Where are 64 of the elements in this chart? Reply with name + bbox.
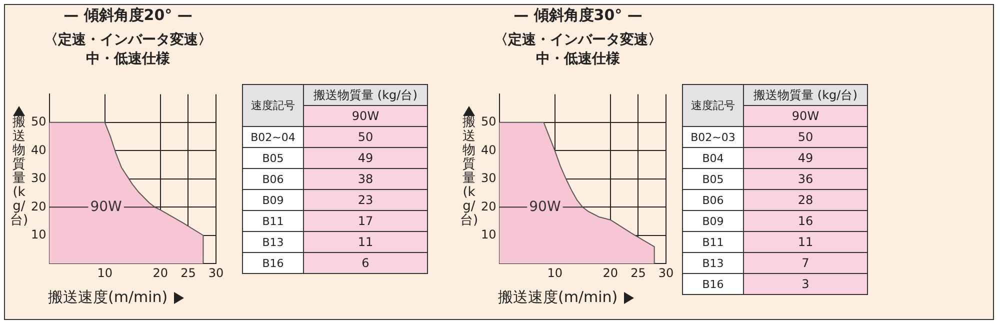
category-label: B16 bbox=[242, 252, 304, 274]
text: 速度記号 bbox=[242, 84, 304, 126]
chart-title: — 傾斜角度30° — bbox=[512, 6, 644, 25]
series-label: 90W bbox=[304, 106, 428, 126]
data-label: 3 bbox=[744, 274, 868, 294]
category-label: B05 bbox=[242, 148, 304, 168]
y-tick-label: 20 bbox=[30, 199, 46, 214]
category-label: B11 bbox=[242, 210, 304, 232]
data-label: 6 bbox=[304, 252, 428, 274]
text: 搬送物質量 (kg/台) bbox=[744, 84, 868, 106]
y-tick-label: 50 bbox=[480, 114, 496, 129]
text: 速度記号 bbox=[682, 84, 744, 126]
series-label: 90W bbox=[744, 106, 868, 126]
annotation: 90W bbox=[529, 198, 561, 215]
data-label: 7 bbox=[744, 252, 868, 274]
x-axis-title: 搬送速度(m/min) bbox=[498, 288, 618, 307]
chart-subtitle: 〈定速・インバータ変速〉中・低速仕様 bbox=[494, 31, 662, 69]
category-label: B06 bbox=[682, 190, 744, 210]
category-label: B11 bbox=[682, 232, 744, 252]
category-label: B09 bbox=[682, 210, 744, 232]
category-label: B06 bbox=[242, 168, 304, 190]
data-label: 11 bbox=[304, 232, 428, 252]
y-axis-title: 搬送物質量(kg/台) bbox=[10, 115, 28, 228]
category-label: B09 bbox=[242, 190, 304, 210]
y-tick-label: 20 bbox=[480, 199, 496, 214]
y-tick-label: 40 bbox=[30, 142, 46, 157]
chart-subtitle: 〈定速・インバータ変速〉中・低速仕様 bbox=[44, 31, 212, 69]
y-tick-label: 50 bbox=[30, 114, 46, 129]
data-label: 17 bbox=[304, 210, 428, 232]
category-label: B02~03 bbox=[682, 126, 744, 148]
data-label: 28 bbox=[744, 190, 868, 210]
y-tick-label: 10 bbox=[480, 227, 496, 242]
x-tick-label: 25 bbox=[180, 266, 196, 280]
annotation: 90W bbox=[90, 198, 122, 215]
data-label: 23 bbox=[304, 190, 428, 210]
x-axis-title: 搬送速度(m/min) bbox=[48, 288, 168, 307]
x-tick-label: 30 bbox=[658, 266, 674, 280]
data-label: 50 bbox=[304, 126, 428, 148]
x-tick-label: 10 bbox=[547, 266, 562, 280]
data-label: 50 bbox=[744, 126, 868, 148]
data-label: 16 bbox=[744, 210, 868, 232]
y-tick-label: 30 bbox=[480, 171, 496, 186]
y-axis-title: 搬送物質量(kg/台) bbox=[460, 115, 478, 228]
category-label: B02~04 bbox=[242, 126, 304, 148]
data-label: 11 bbox=[744, 232, 868, 252]
data-label: 36 bbox=[744, 168, 868, 190]
x-tick-label: 25 bbox=[630, 266, 646, 280]
category-label: B16 bbox=[682, 274, 744, 294]
x-tick-label: 30 bbox=[208, 266, 224, 280]
x-tick-label: 20 bbox=[152, 266, 168, 280]
category-label: B05 bbox=[682, 168, 744, 190]
y-tick-label: 30 bbox=[30, 171, 46, 186]
data-label: 49 bbox=[304, 148, 428, 168]
data-label: 49 bbox=[744, 148, 868, 168]
y-tick-label: 40 bbox=[480, 142, 496, 157]
x-tick-label: 20 bbox=[602, 266, 618, 280]
category-label: B13 bbox=[242, 232, 304, 252]
chart-title: — 傾斜角度20° — bbox=[62, 6, 194, 25]
data-label: 38 bbox=[304, 168, 428, 190]
category-label: B13 bbox=[682, 252, 744, 274]
x-tick-label: 10 bbox=[97, 266, 112, 280]
text: 搬送物質量 (kg/台) bbox=[304, 84, 428, 106]
category-label: B04 bbox=[682, 148, 744, 168]
y-tick-label: 10 bbox=[30, 227, 46, 242]
